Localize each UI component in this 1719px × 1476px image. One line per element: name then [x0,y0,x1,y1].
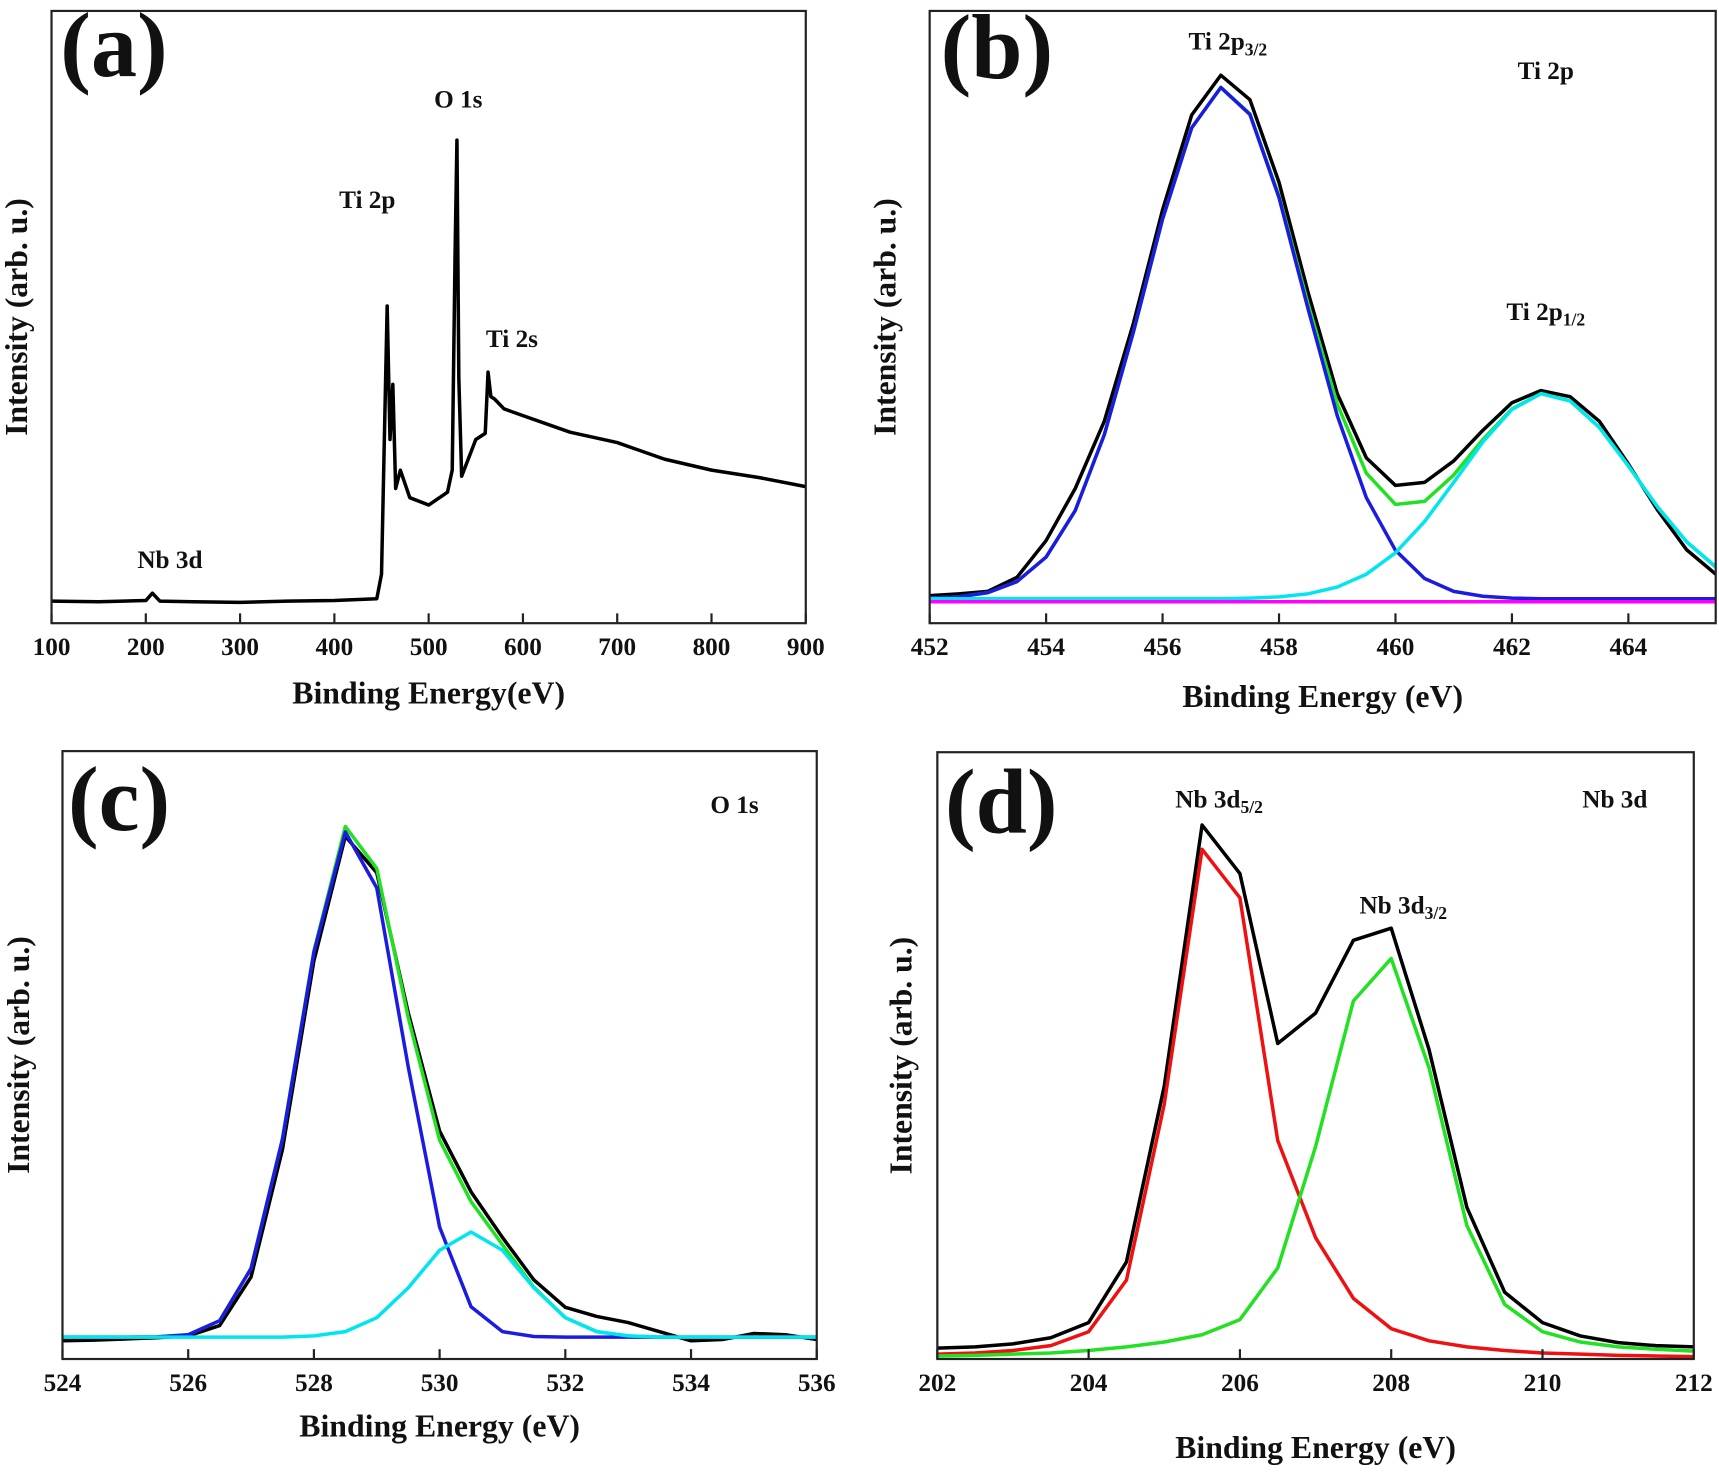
annotation-text: Nb 3d [1175,786,1240,813]
series-line [929,73,1716,598]
plot-area [929,73,1716,604]
x-tick-label: 206 [1221,1370,1259,1397]
x-axis-label: Binding Energy (eV) [299,1408,580,1443]
series-line [937,847,1694,1359]
annotation: Ti 2p3/2 [1189,29,1268,60]
x-tick-label: 200 [127,634,165,661]
x-tick-label: 528 [295,1370,333,1397]
series-line [929,391,1716,601]
annotation-text: O 1s [710,792,759,819]
annotation-subscript: 5/2 [1240,797,1262,817]
x-tick-label: 900 [787,634,825,661]
x-tick-label: 536 [798,1370,836,1397]
x-tick-label: 534 [672,1370,710,1397]
annotation: Ti 2p [339,187,395,214]
y-axis-label: Intensity (arb. u.) [1,936,36,1174]
plot-area [937,823,1694,1359]
y-axis-label: Intensity (arb. u.) [867,198,902,436]
panel: 452 454 456 458 460 462 464 Binding Energy (eV)… [867,0,1717,714]
series-line [929,85,1716,601]
annotation: O 1s [434,86,483,113]
panel-label: (b) [941,0,1054,98]
x-tick-label: 100 [33,634,71,661]
x-tick-label: 202 [918,1370,956,1397]
series-line [62,1230,817,1339]
plot-area [51,138,806,605]
panel: 524 526 528 530 532 534 536 Binding Energy (eV)… [1,748,835,1443]
annotation-text: Ti 2s [486,326,538,353]
x-tick-label: 212 [1675,1370,1713,1397]
x-tick-label: 452 [911,634,949,661]
x-tick-label: 458 [1260,634,1298,661]
annotation-text: Ti 2p [1506,299,1562,326]
panel: 202 204 206 208 210 212 Binding Energy (eV) Int… [884,750,1713,1465]
annotation: Ti 2p [1518,58,1574,85]
annotation-subscript: 1/2 [1563,309,1585,329]
panel: 100 200 300 400 500 600 700 800 900 Binding Energ… [0,0,825,711]
x-axis-label: Binding Energy(eV) [292,676,565,711]
annotation-text: Ti 2p [1189,29,1245,56]
x-axis-label: Binding Energy (eV) [1182,679,1463,714]
series-line [62,824,817,1339]
annotation-text: Nb 3d [137,547,202,574]
x-tick-label: 204 [1070,1370,1108,1397]
y-axis-label: Intensity (arb. u.) [884,937,919,1175]
panel-label: (c) [68,748,170,850]
panel-label: (a) [60,0,167,96]
x-tick-label: 454 [1027,634,1065,661]
x-tick-label: 530 [421,1370,459,1397]
x-tick-label: 800 [693,634,731,661]
plot-frame [936,751,1695,1361]
x-tick-label: 526 [169,1370,207,1397]
x-axis-label: Binding Energy (eV) [1175,1430,1456,1465]
annotation: Ti 2s [486,326,538,353]
annotation: Ti 2p1/2 [1506,299,1585,330]
x-tick-label: 464 [1609,634,1647,661]
annotation-text: Ti 2p [339,187,395,214]
x-tick-label: 600 [504,634,542,661]
plot-area [62,824,817,1343]
annotation-text: Ti 2p [1518,58,1574,85]
plot-frame [928,9,1717,625]
annotation: Nb 3d [1582,786,1647,813]
plot-frame [61,750,818,1361]
series-line [937,956,1694,1358]
annotation: Nb 3d5/2 [1175,786,1263,817]
series-line [62,834,817,1343]
annotation: Nb 3d [137,547,202,574]
y-axis-label: Intensity (arb. u.) [0,198,34,436]
x-tick-label: 210 [1524,1370,1562,1397]
x-tick-label: 208 [1372,1370,1410,1397]
x-tick-label: 700 [598,634,636,661]
annotation-subscript: 3/2 [1245,39,1267,59]
x-tick-label: 462 [1493,634,1531,661]
series-line [62,830,817,1339]
series-line [51,138,806,605]
x-tick-label: 532 [546,1370,584,1397]
annotation: Nb 3d3/2 [1359,892,1447,923]
annotation-text: O 1s [434,86,483,113]
annotation-subscript: 3/2 [1425,903,1447,923]
annotation-text: Nb 3d [1582,786,1647,813]
plot-frame [50,9,807,625]
x-tick-label: 500 [410,634,448,661]
annotation: O 1s [710,792,759,819]
x-tick-label: 400 [315,634,353,661]
x-tick-label: 456 [1144,634,1182,661]
annotation-text: Nb 3d [1359,892,1424,919]
x-tick-label: 300 [221,634,259,661]
x-tick-label: 460 [1377,634,1415,661]
series-line [937,823,1694,1350]
x-tick-label: 524 [44,1370,82,1397]
panel-label: (d) [945,750,1058,852]
